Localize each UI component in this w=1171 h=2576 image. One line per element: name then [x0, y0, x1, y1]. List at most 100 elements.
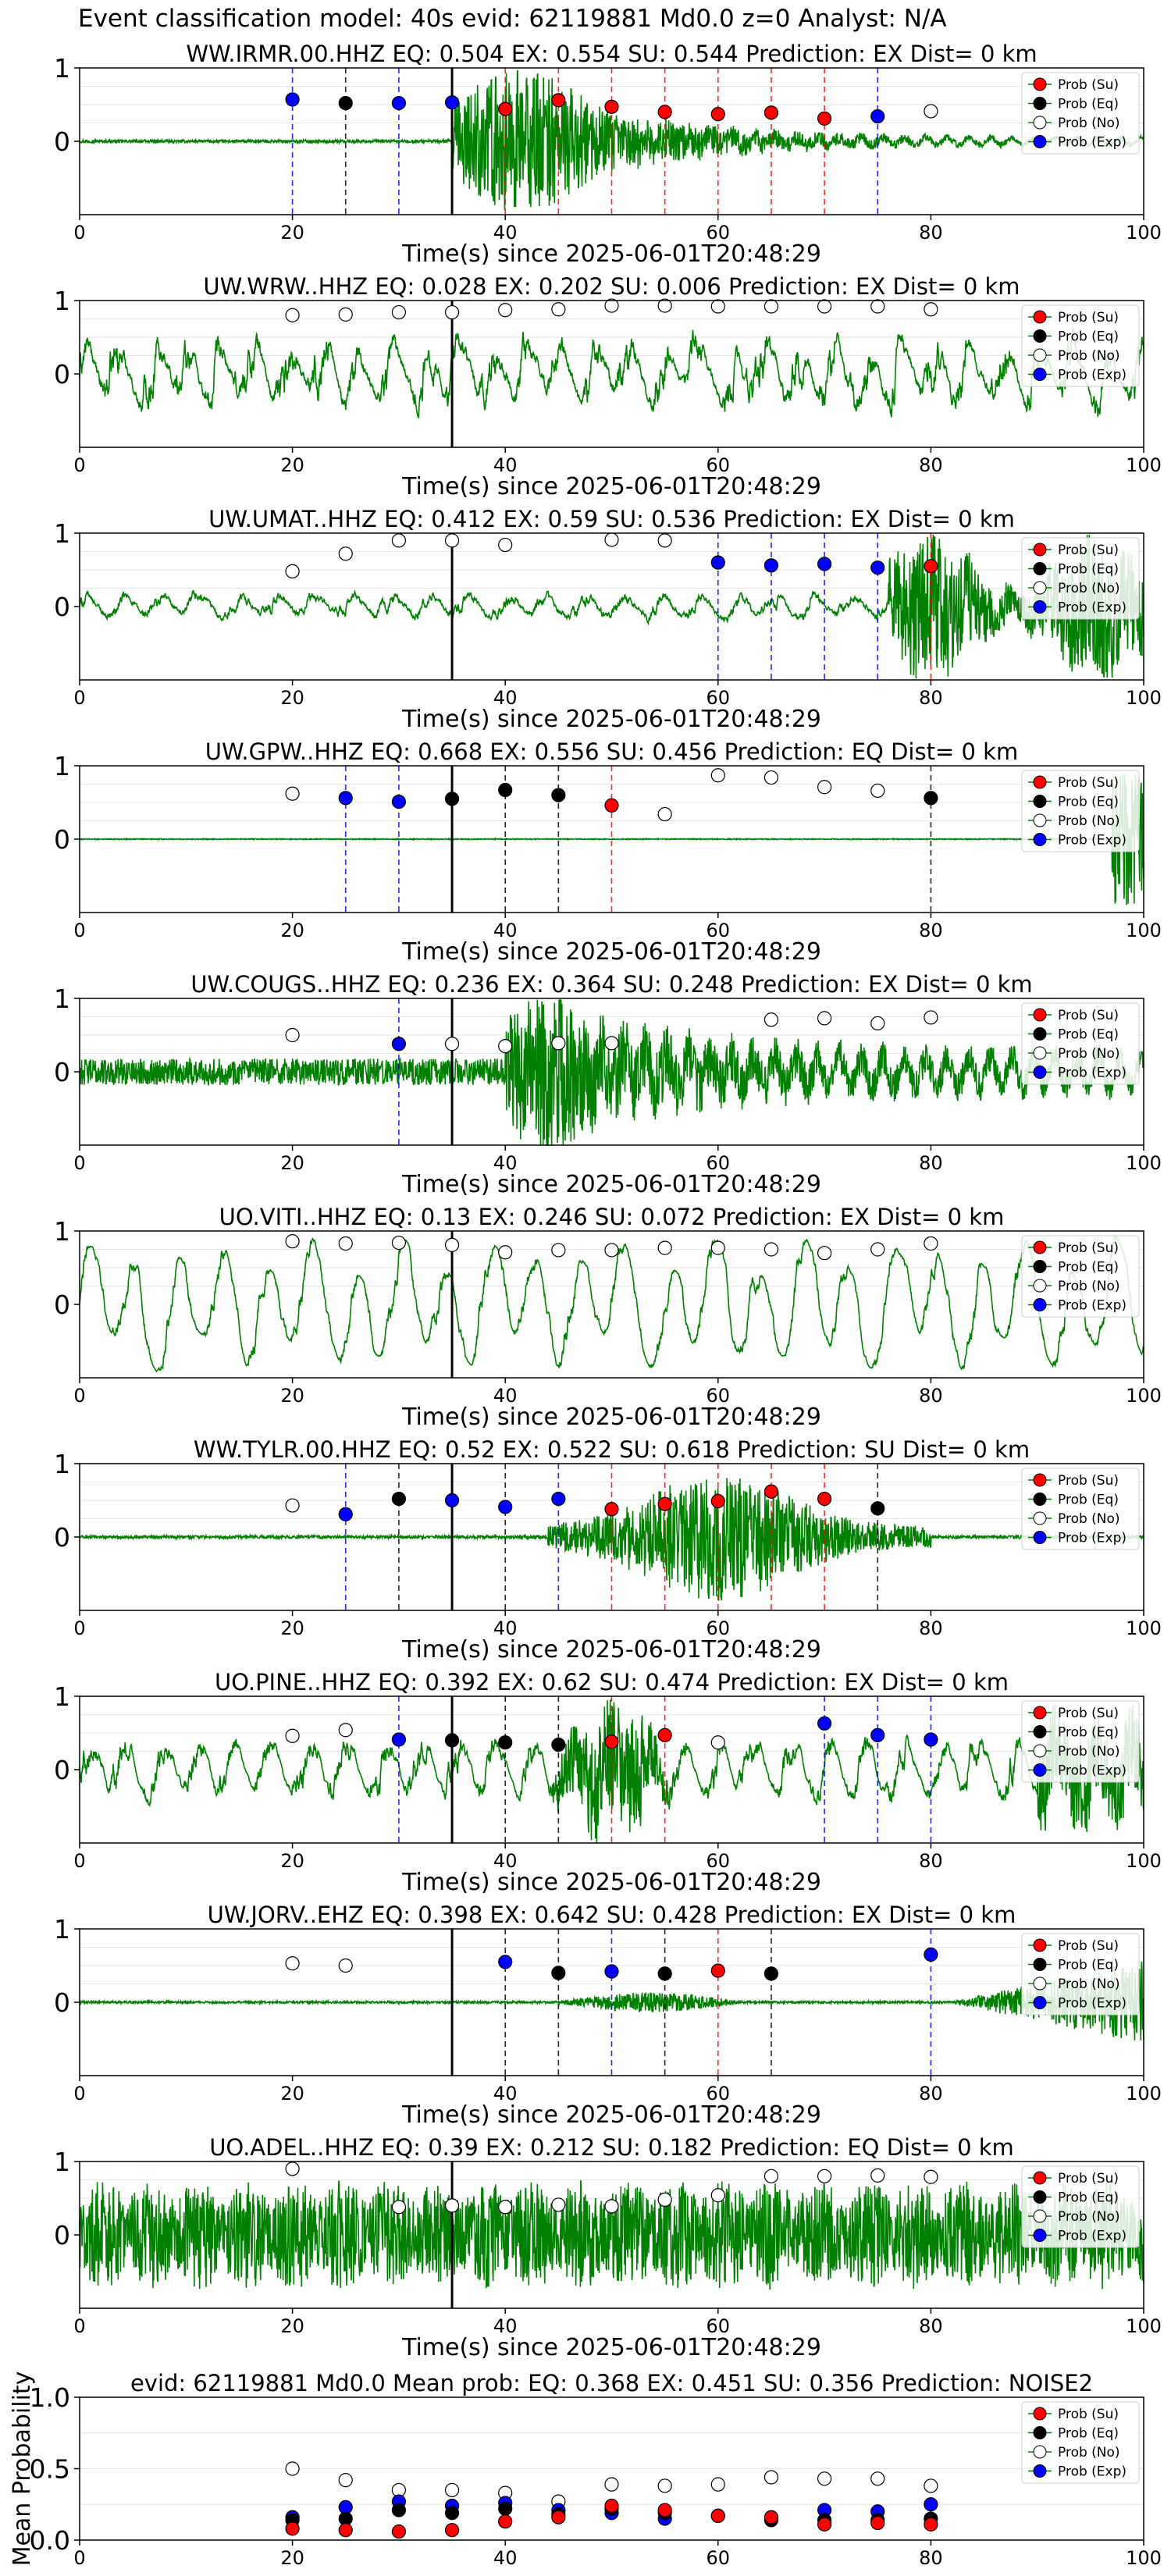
prob-point-exp [391, 1037, 406, 1051]
legend-marker-no [1033, 1744, 1047, 1758]
x-tick-label: 100 [1126, 1385, 1162, 1407]
legend-label-exp: Prob (Exp) [1058, 1066, 1127, 1081]
x-tick-label: 60 [707, 1850, 731, 1872]
x-tick-label: 80 [919, 1617, 943, 1639]
legend-marker-eq [1033, 329, 1047, 343]
prob-point-no [498, 2200, 513, 2215]
legend-marker-su [1033, 1706, 1047, 1720]
legend-label-no: Prob (No) [1058, 116, 1120, 131]
legend-box [1021, 2401, 1140, 2484]
station-panel: 0 20 40 60 80 100 1 0 UO.PINE..HHZ EQ: 0.392 EX:… [54, 1669, 1162, 1896]
legend-label-su: Prob (Su) [1058, 1473, 1119, 1489]
y-tick-label: 1 [54, 1449, 70, 1479]
prob-point-eq [924, 791, 938, 806]
x-tick-label: 20 [280, 454, 304, 476]
station-panel: 0 20 40 60 80 100 1 0 UW.UMAT..HHZ EQ: 0.412 EX:… [54, 506, 1162, 733]
x-tick-label: 20 [280, 2083, 304, 2105]
legend-label-su: Prob (Su) [1058, 543, 1119, 558]
legend-label-eq: Prob (Eq) [1058, 2426, 1119, 2442]
prob-point-no [604, 532, 619, 547]
x-tick-label: 60 [707, 222, 731, 244]
prob-point-no [285, 786, 300, 801]
x-axis-label: Time(s) since 2025-06-01T20:48:29 [401, 706, 821, 733]
prob-point-exp [498, 1955, 513, 1969]
prob-point-exp [870, 109, 885, 124]
x-tick-label: 40 [493, 222, 518, 244]
legend-marker-no [1033, 2445, 1047, 2459]
prob-point-no [763, 1012, 779, 1027]
x-tick-label: 40 [493, 920, 518, 941]
seismic-trace [79, 534, 1144, 679]
legend-box [1021, 2165, 1140, 2248]
prob-point-su [763, 1484, 779, 1499]
x-tick-label: 60 [707, 2547, 731, 2569]
prob-point-no [338, 1236, 353, 1251]
prob-point-eq [338, 96, 353, 111]
prob-point-no [763, 299, 779, 314]
legend-label-no: Prob (No) [1058, 1279, 1120, 1294]
prob-point-su [285, 2521, 300, 2536]
prob-point-su [763, 2510, 779, 2524]
x-tick-label: 100 [1126, 222, 1162, 244]
y-tick-label: 0.0 [30, 2525, 70, 2556]
prob-point-exp [391, 1732, 406, 1747]
prob-point-eq [444, 792, 460, 806]
x-tick-label: 0 [73, 1152, 85, 1174]
legend-marker-no [1033, 581, 1047, 595]
prob-point-exp [817, 557, 832, 571]
prob-point-su [817, 111, 832, 126]
x-tick-label: 60 [707, 920, 731, 941]
x-tick-label: 100 [1126, 1617, 1162, 1639]
prob-point-no [285, 564, 300, 578]
prob-point-su [657, 2503, 672, 2517]
prob-point-no [498, 303, 513, 318]
legend-marker-su [1033, 2171, 1047, 2185]
prob-point-no [817, 2471, 832, 2486]
prob-point-no [391, 2200, 406, 2215]
prob-point-no [444, 1037, 460, 1051]
x-tick-label: 40 [493, 2547, 518, 2569]
x-tick-label: 60 [707, 1385, 731, 1407]
prob-point-su [710, 107, 725, 122]
y-tick-label: 1 [54, 1216, 70, 1247]
prob-point-exp [285, 92, 300, 107]
legend-label-exp: Prob (Exp) [1058, 368, 1127, 383]
y-tick-label: 0 [54, 359, 70, 390]
prob-point-no [657, 2192, 672, 2207]
prob-point-su [924, 2517, 938, 2532]
legend-marker-su [1033, 1938, 1047, 1952]
x-tick-label: 40 [493, 687, 518, 709]
x-axis-label: Time(s) since 2025-06-01T20:48:29 [401, 1636, 821, 1663]
legend-marker-exp [1033, 1298, 1047, 1311]
legend-marker-eq [1033, 1958, 1047, 1971]
x-tick-label: 80 [919, 2083, 943, 2105]
legend-marker-eq [1033, 1260, 1047, 1273]
x-tick-label: 0 [73, 2315, 85, 2337]
legend-marker-no [1033, 2209, 1047, 2223]
prob-point-no [657, 806, 672, 822]
y-tick-label: 1 [54, 984, 70, 1014]
prob-point-no [657, 2478, 672, 2493]
x-tick-label: 20 [280, 1385, 304, 1407]
legend-label-no: Prob (No) [1058, 1511, 1120, 1527]
prob-point-no [285, 1027, 300, 1043]
prob-point-no [444, 2198, 460, 2213]
x-axis-label: Time(s) since 2025-06-01T20:48:29 [401, 1171, 821, 1198]
seismic-trace [79, 774, 1144, 906]
prob-point-no [604, 298, 619, 313]
y-tick-label: 0 [54, 126, 70, 157]
legend-label-eq: Prob (Eq) [1058, 562, 1119, 578]
x-tick-label: 100 [1126, 687, 1162, 709]
prob-point-eq [444, 1733, 460, 1748]
prob-point-exp [870, 560, 885, 575]
station-panel: 0 20 40 60 80 100 1 0 UO.ADEL..HHZ EQ: 0.39 EX: … [54, 2134, 1162, 2361]
y-axis-label: Mean Probability [9, 2371, 36, 2567]
prob-point-su [498, 2514, 513, 2529]
legend-marker-no [1033, 348, 1047, 362]
legend-label-no: Prob (No) [1058, 581, 1120, 596]
seismic-trace [79, 326, 1144, 418]
x-tick-label: 60 [707, 1152, 731, 1174]
panel-title: UW.WRW..HHZ EQ: 0.028 EX: 0.202 SU: 0.00… [203, 273, 1020, 300]
x-tick-label: 40 [493, 1850, 518, 1872]
prob-point-no [710, 299, 725, 314]
